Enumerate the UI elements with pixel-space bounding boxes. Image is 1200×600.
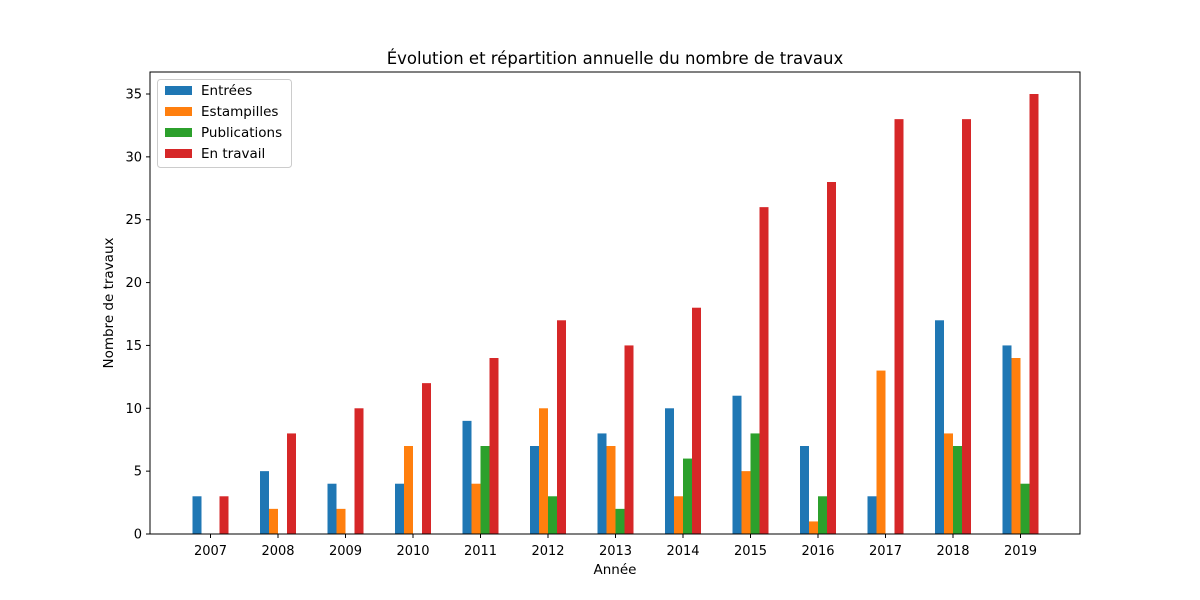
bar [336, 508, 346, 534]
bar [759, 207, 769, 534]
bar [692, 307, 701, 534]
y-tick-label: 35 [125, 88, 142, 103]
bar [422, 383, 431, 534]
bar [489, 358, 499, 534]
bar [287, 433, 296, 534]
legend-box [157, 79, 292, 168]
bar [741, 471, 751, 534]
bar [192, 496, 202, 534]
bar [944, 433, 953, 534]
legend-label: Estampilles [201, 104, 278, 120]
y-tick-label: 5 [134, 465, 142, 480]
bar [953, 446, 962, 534]
y-tick-label: 10 [125, 402, 142, 417]
bar [557, 320, 566, 534]
legend-swatch [165, 149, 192, 158]
bar [674, 496, 683, 534]
legend: Entrées Estampilles Publications En travail [157, 79, 292, 168]
bar [818, 496, 827, 534]
bar [962, 119, 971, 534]
bar [935, 320, 944, 534]
x-tick-label: 2014 [666, 544, 699, 559]
bar [480, 446, 490, 534]
bar [269, 508, 278, 534]
bar [354, 408, 364, 534]
bar [606, 446, 616, 534]
x-tick-label: 2013 [599, 544, 632, 559]
y-tick-label: 15 [125, 339, 142, 354]
x-tick-label: 2019 [1004, 544, 1037, 559]
y-axis-title: Nombre de travaux [101, 237, 117, 368]
bar [1020, 483, 1030, 534]
bar [404, 446, 413, 534]
y-tick-label: 0 [134, 528, 142, 543]
bar [327, 483, 337, 534]
bar [665, 408, 674, 534]
y-tick-label: 30 [125, 150, 142, 165]
y-tick-label: 20 [125, 276, 142, 291]
legend-swatch [165, 107, 192, 116]
x-tick-label: 2009 [329, 544, 362, 559]
bar [800, 446, 809, 534]
legend-swatch [165, 86, 192, 95]
bar [1002, 345, 1012, 534]
bar [867, 496, 877, 534]
bar [615, 508, 625, 534]
legend-swatch [165, 128, 192, 137]
bar [462, 420, 472, 534]
legend-label: En travail [201, 146, 265, 162]
y-tick-label: 25 [125, 213, 142, 228]
x-tick-label: 2008 [261, 544, 294, 559]
bar [1011, 358, 1021, 534]
legend-label: Publications [201, 125, 282, 141]
bar [809, 521, 818, 534]
x-axis-title: Année [594, 562, 637, 578]
bar [219, 496, 229, 534]
chart-title: Évolution et répartition annuelle du nom… [387, 49, 844, 68]
bar [548, 496, 557, 534]
bar [827, 182, 836, 534]
x-axis: 2007 2008 2009 2010 2011 2012 2013 2014 2015 2016… [194, 534, 1037, 559]
x-tick-label: 2016 [801, 544, 834, 559]
y-axis: 0 5 10 15 20 25 30 35 [125, 88, 150, 543]
bar [732, 395, 742, 534]
bar [539, 408, 548, 534]
bar [471, 483, 481, 534]
legend-label: Entrées [201, 83, 252, 99]
bar [597, 433, 607, 534]
bar [876, 370, 886, 534]
x-tick-label: 2007 [194, 544, 227, 559]
x-tick-label: 2018 [936, 544, 969, 559]
x-tick-label: 2017 [869, 544, 902, 559]
x-tick-label: 2015 [734, 544, 767, 559]
bar [1029, 94, 1039, 534]
bars-layer [192, 94, 1039, 534]
bar [683, 458, 692, 534]
bar [260, 471, 269, 534]
bar [750, 433, 760, 534]
x-tick-label: 2011 [464, 544, 497, 559]
bar [530, 446, 539, 534]
x-tick-label: 2010 [396, 544, 429, 559]
x-tick-label: 2012 [531, 544, 564, 559]
bar [624, 345, 634, 534]
bar [395, 483, 404, 534]
bar [894, 119, 904, 534]
